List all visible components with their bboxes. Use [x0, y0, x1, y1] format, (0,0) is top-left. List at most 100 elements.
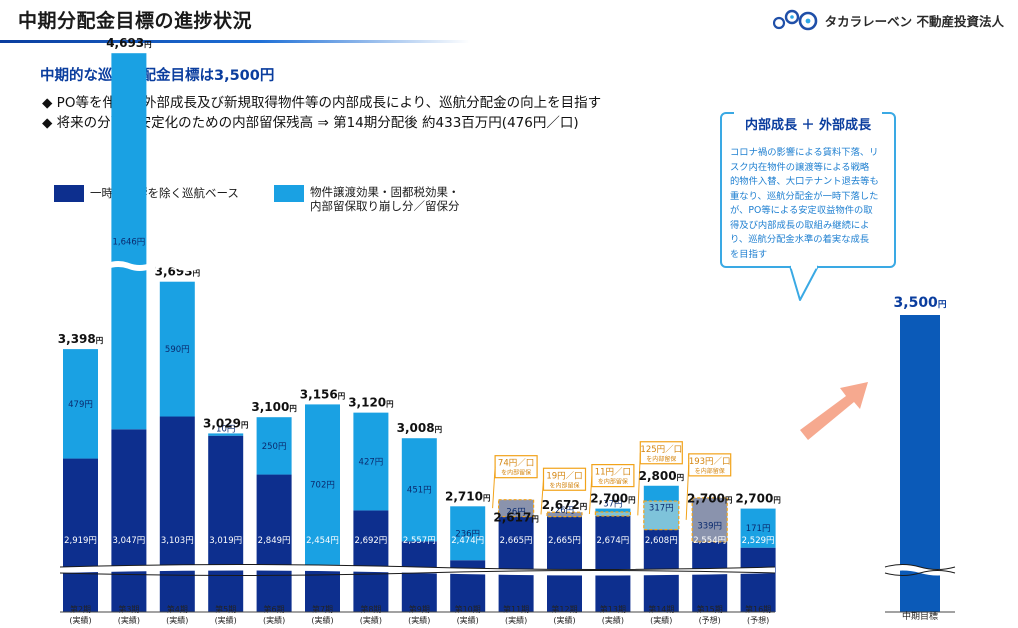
bar-extra: [256, 417, 292, 475]
x-tick-label: 第15期: [697, 604, 723, 614]
axis-break: [60, 564, 775, 576]
x-tick-label: 第11期: [503, 604, 529, 614]
base-value-label: 2,529円: [742, 536, 775, 546]
x-tick-label: 第5期: [215, 604, 236, 614]
x-tick-label: 第7期: [312, 604, 333, 614]
bar-extra: [353, 412, 389, 511]
reserve-box: [546, 511, 583, 518]
bar-base: [159, 416, 195, 612]
axis-break-line: [884, 570, 956, 576]
bullet-item: ◆ PO等を伴った外部成長及び新規取得物件等の内部成長により、巡航分配金の向上を…: [42, 95, 602, 111]
x-tick-label: 第2期: [70, 604, 91, 614]
bar-base: [111, 429, 147, 612]
x-tick-label: 第3期: [118, 604, 139, 614]
extra-value-label: 702円: [310, 481, 335, 491]
total-value-label: 2,700円: [735, 492, 780, 506]
extra-value-label: 250円: [262, 442, 287, 452]
extra-value-label: 37円: [603, 500, 622, 510]
base-value-label: 2,665円: [548, 536, 581, 546]
x-tick-label: 第13期: [600, 604, 626, 614]
callout-line: り、巡航分配金水準の着実な成長: [730, 234, 870, 245]
total-value-label: 3,120円: [348, 396, 393, 410]
x-tick-label: 第6期: [264, 604, 285, 614]
company-logo: タカラレーベン 不動産投資法人: [772, 8, 1004, 32]
bar-base: [595, 514, 631, 612]
base-value-label: 2,692円: [354, 536, 387, 546]
x-tick-label: (実績): [457, 615, 479, 625]
bar-base: [740, 547, 776, 612]
growth-arrow-icon: [800, 382, 868, 440]
reserve-box: [498, 499, 535, 518]
total-value-label: 2,710円: [445, 489, 490, 503]
target-value-label: 3,500円: [894, 295, 947, 311]
base-value-label: 2,554円: [693, 536, 726, 546]
reserve-sub-label: を内部留保: [549, 481, 579, 489]
total-value-label: 2,700円: [687, 492, 732, 506]
callout-line: 重なり、巡航分配金が一時下落した: [730, 190, 879, 202]
x-tick-label: 第14期: [648, 604, 674, 614]
base-value-label: 2,849円: [258, 536, 291, 546]
reserve-box: [691, 497, 728, 543]
extra-value-label: 1,646円: [112, 237, 145, 247]
logo-text: タカラレーベン 不動産投資法人: [824, 13, 1004, 29]
x-tick-label: (実績): [650, 615, 672, 625]
bar-base: [498, 516, 534, 612]
legend-item-extra: 物件譲渡効果・固都税効果・ 内部留保取り崩し分／留保分: [274, 185, 460, 213]
callout-line: 得及び内部成長の取組み継続によ: [730, 219, 870, 231]
reserve-label: 19円／口: [546, 471, 582, 481]
bar-extra: [740, 508, 776, 548]
axis-break-line: [59, 570, 776, 576]
extra-value-label: 451円: [407, 486, 432, 496]
growth-callout: 内部成長 ＋ 外部成長 コロナ禍の影響による賃料下落、リ スク内在物件の譲渡等に…: [720, 111, 896, 268]
extra-value-label: 427円: [359, 458, 384, 468]
x-tick-label: (予想): [747, 615, 769, 625]
extra-value-label: 26円: [555, 506, 574, 516]
total-value-label: 2,672円: [542, 498, 587, 512]
reserve-sub-label: を内部留保: [695, 467, 725, 475]
reserve-label: 74円／口: [498, 459, 534, 469]
page-title: 中期分配金目標の進捗状況: [18, 10, 253, 32]
bar-extra: [450, 506, 486, 561]
x-tick-label: 第4期: [167, 604, 188, 614]
extra-value-label: 479円: [68, 400, 93, 410]
x-tick-label: 第8期: [360, 604, 381, 614]
bar-base: [547, 516, 582, 612]
bar-base: [353, 510, 389, 612]
base-value-label: 3,103円: [161, 536, 194, 546]
base-value-label: 2,557円: [403, 536, 436, 546]
x-tick-label: (実績): [118, 615, 140, 625]
x-tick-label: 第9期: [409, 604, 430, 614]
x-tick-label: (実績): [215, 615, 237, 625]
axis-break: [885, 564, 955, 576]
bar-extra: [63, 349, 98, 459]
x-tick-label: (実績): [360, 615, 382, 625]
bar-base: [63, 458, 98, 612]
reserve-box: [594, 511, 632, 517]
base-value-label: 2,665円: [500, 536, 533, 546]
callout-body: コロナ禍の影響による賃料下落、リ スク内在物件の譲渡等による戦略 的物件入替、大…: [730, 146, 890, 262]
total-value-label: 3,029円: [203, 416, 248, 430]
x-tick-label: (実績): [263, 615, 285, 625]
base-value-label: 2,674円: [596, 536, 629, 546]
x-tick-label: (実績): [505, 615, 527, 625]
callout-line: を目指す: [730, 248, 768, 260]
bar-extra: [305, 404, 340, 565]
reserve-label: 125円／口: [640, 445, 682, 455]
base-value-label: 2,608円: [645, 536, 678, 546]
total-value-label: 3,398円: [58, 332, 103, 346]
base-value-label: 3,019円: [209, 536, 242, 546]
bar-base: [305, 564, 340, 612]
bar-extra: [401, 438, 437, 542]
reserve-label: 193円／口: [689, 457, 731, 467]
legend-swatch-extra: [274, 185, 304, 202]
callout-line: コロナ禍の影響による賃料下落、リ: [730, 147, 879, 158]
reserve-sub-label: を内部留保: [501, 469, 531, 477]
legend-label-extra: 物件譲渡効果・固都税効果・ 内部留保取り崩し分／留保分: [310, 185, 460, 213]
bar-base: [401, 541, 437, 612]
bullet-item: ◆ 将来の分配金安定化のための内部留保残高 ⇒ 第14期分配後 約433百万円(…: [42, 115, 579, 131]
x-tick-label: (実績): [69, 615, 91, 625]
reserve-connector: [588, 475, 593, 515]
bar-base: [208, 435, 244, 612]
base-value-label: 3,047円: [112, 536, 145, 546]
